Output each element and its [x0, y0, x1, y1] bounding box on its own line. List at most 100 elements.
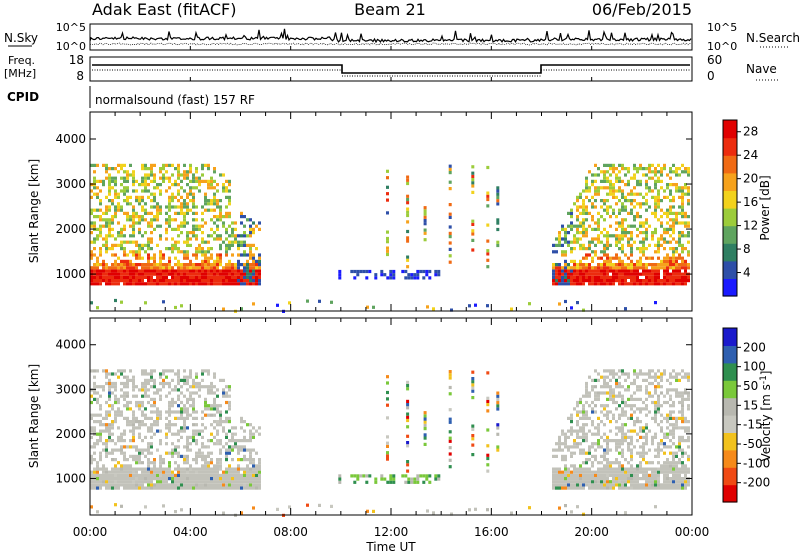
power-cell — [555, 272, 558, 276]
power-cell — [663, 189, 666, 193]
velocity-cell — [120, 369, 123, 373]
velocity-cell — [621, 394, 624, 398]
power-cell — [246, 282, 249, 286]
power-cell — [213, 237, 216, 241]
velocity-cell — [207, 470, 210, 474]
velocity-cell — [386, 397, 389, 401]
power-cell — [186, 253, 189, 257]
velocity-cell — [204, 445, 207, 449]
velocity-cell — [150, 372, 153, 376]
velocity-cell — [216, 432, 219, 436]
velocity-cell — [600, 391, 603, 395]
velocity-cell — [615, 432, 618, 436]
velocity-cell — [645, 378, 648, 382]
power-cell — [141, 269, 144, 273]
velocity-cell — [156, 483, 159, 487]
velocity-cell — [627, 372, 630, 376]
velocity-cell — [225, 470, 228, 474]
power-cell — [684, 275, 687, 279]
velocity-cell — [255, 473, 258, 477]
power-cell — [141, 208, 144, 212]
velocity-cell — [219, 467, 222, 471]
power-cell — [90, 189, 93, 193]
velocity-cell — [105, 429, 108, 433]
power-cell — [240, 307, 243, 311]
velocity-cell — [168, 477, 171, 481]
velocity-cell — [621, 477, 624, 481]
colorbar-swatch — [723, 260, 737, 265]
velocity-cell — [648, 394, 651, 398]
velocity-cell — [406, 380, 410, 384]
velocity-cell — [168, 369, 171, 373]
power-cell — [231, 263, 234, 267]
power-cell — [150, 263, 153, 267]
velocity-cell — [108, 391, 111, 395]
power-cell — [204, 240, 207, 244]
power-cell — [234, 227, 237, 231]
velocity-cell — [93, 473, 96, 477]
power-cell — [120, 243, 123, 247]
power-cell — [177, 224, 180, 228]
power-cell — [639, 192, 642, 196]
power-cell — [153, 195, 156, 199]
velocity-cell — [153, 477, 156, 481]
power-cell — [198, 227, 201, 231]
power-cell — [618, 221, 621, 225]
power-cell — [639, 167, 642, 171]
power-cell — [180, 221, 183, 225]
velocity-cell — [114, 458, 117, 462]
velocity-cell — [111, 381, 114, 386]
power-cell — [99, 282, 102, 286]
velocity-cell — [663, 483, 666, 487]
power-cell — [177, 240, 180, 244]
power-cell — [423, 215, 427, 219]
power-cell — [249, 243, 252, 247]
velocity-cell — [585, 432, 588, 436]
velocity-cell — [600, 461, 603, 465]
power-cell — [666, 231, 669, 235]
power-cell — [639, 205, 642, 209]
power-cell — [114, 269, 117, 273]
velocity-cell — [219, 420, 222, 424]
colorbar-swatch — [723, 254, 737, 259]
velocity-cell — [657, 448, 660, 452]
power-cell — [168, 163, 171, 167]
power-cell — [96, 275, 99, 279]
velocity-cell — [99, 423, 102, 427]
power-cell — [654, 272, 657, 276]
velocity-cell — [386, 441, 389, 445]
velocity-cell — [204, 458, 207, 462]
velocity-cell — [132, 483, 135, 487]
velocity-cell — [666, 483, 669, 487]
power-cell — [678, 234, 681, 238]
power-cell — [249, 224, 252, 228]
velocity-cell — [153, 400, 156, 405]
power-cell — [258, 227, 261, 231]
power-cell — [237, 253, 240, 257]
power-cell — [684, 170, 687, 174]
power-cell — [90, 253, 93, 257]
velocity-cell — [204, 486, 207, 490]
power-cell — [177, 227, 180, 231]
velocity-cell — [660, 464, 663, 468]
power-cell — [675, 218, 678, 222]
velocity-cell — [180, 407, 183, 411]
velocity-cell — [195, 461, 198, 465]
velocity-cell — [153, 385, 156, 389]
velocity-cell — [195, 451, 198, 455]
velocity-cell — [612, 483, 615, 487]
power-cell — [654, 183, 657, 187]
velocity-cell — [198, 394, 201, 398]
velocity-cell — [249, 451, 252, 455]
power-cell — [496, 199, 500, 203]
velocity-cell — [528, 506, 531, 510]
velocity-cell — [168, 381, 171, 386]
power-cell — [219, 243, 222, 247]
velocity-cell — [138, 454, 141, 458]
velocity-cell — [240, 420, 243, 424]
velocity-cell — [630, 381, 633, 386]
velocity-cell — [651, 486, 654, 490]
velocity-cell — [657, 404, 660, 408]
power-cell — [177, 234, 180, 238]
power-cell — [174, 240, 177, 244]
